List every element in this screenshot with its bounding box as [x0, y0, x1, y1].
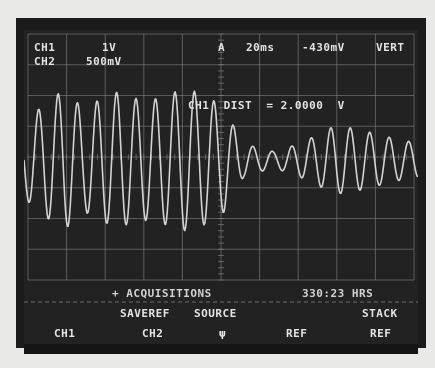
menu-ch1[interactable]: CH1: [54, 327, 76, 340]
trigger-level: -430mV: [302, 41, 345, 54]
menu-source-value: ψ: [219, 327, 227, 340]
menu-ch2[interactable]: CH2: [142, 327, 164, 340]
graticule-grid: [24, 33, 418, 303]
screen-bottom-strip: [24, 344, 418, 354]
ch1-scale: 1V: [102, 41, 117, 54]
waveform-trace: [24, 90, 418, 232]
timebase-marker: A: [218, 41, 226, 54]
trigger-mode: VERT: [376, 41, 405, 54]
elapsed-time: 330:23 HRS: [302, 287, 374, 300]
menu-source[interactable]: SOURCE: [194, 307, 237, 320]
ch2-scale: 500mV: [86, 55, 122, 68]
graticule-and-waveform: [24, 33, 418, 303]
menu-stack[interactable]: STACK: [362, 307, 398, 320]
ch2-label: CH2: [34, 55, 56, 68]
cursor-measurement: CH1 DIST = 2.0000 V: [188, 99, 345, 112]
ch1-label: CH1: [34, 41, 56, 54]
acquisitions-label: + ACQUISITIONS: [112, 287, 212, 300]
oscilloscope-screen: CH1 1V CH2 500mV A 20ms -430mV VERT CH1 …: [24, 30, 418, 344]
timebase-readout: 20ms: [246, 41, 275, 54]
menu-ref-2[interactable]: REF: [370, 327, 392, 340]
menu-saveref[interactable]: SAVEREF: [120, 307, 170, 320]
menu-ref-1[interactable]: REF: [286, 327, 308, 340]
